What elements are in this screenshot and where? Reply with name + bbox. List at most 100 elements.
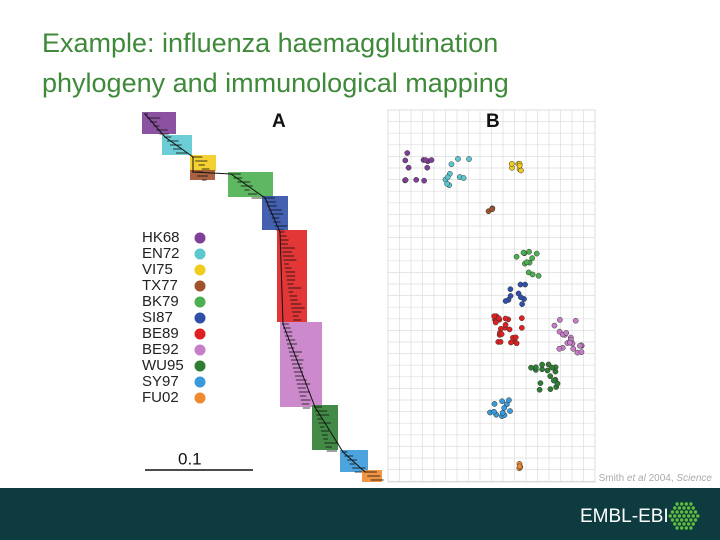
map-point: [518, 324, 525, 331]
map-point: [502, 321, 509, 328]
legend-label: BE92: [142, 341, 179, 358]
map-point: [577, 342, 583, 349]
clade-box: [190, 155, 216, 171]
map-point: [517, 294, 524, 301]
legend-label: WU95: [142, 357, 184, 374]
clade-box: [312, 405, 338, 450]
map-point: [502, 315, 509, 322]
scale-label: 0.1: [178, 449, 202, 468]
legend-label: SI87: [142, 309, 173, 326]
logo-dot: [680, 518, 684, 522]
map-point: [535, 272, 542, 279]
map-point: [551, 322, 558, 329]
map-point: [405, 164, 412, 171]
logo-dot: [675, 518, 679, 522]
logo-dot: [689, 518, 693, 522]
map-point: [444, 174, 451, 181]
legend-swatch: [194, 264, 206, 276]
map-point: [506, 397, 512, 404]
map-point: [424, 164, 431, 171]
map-point: [421, 177, 427, 184]
legend-swatch: [194, 344, 206, 356]
map-points: [402, 150, 585, 472]
logo-dot: [682, 506, 686, 510]
legend-label: TX77: [142, 277, 178, 294]
map-point: [502, 298, 509, 304]
legend-swatch: [194, 328, 206, 340]
map-point: [455, 156, 461, 162]
logo-dot: [686, 514, 691, 518]
legend-label: SY97: [142, 373, 179, 390]
map-point: [460, 175, 467, 181]
map-point: [539, 361, 545, 368]
logo-dot: [691, 506, 695, 510]
logo-dot: [673, 506, 677, 510]
clade-box: [228, 172, 273, 197]
map-point: [578, 349, 585, 355]
logo-dot: [673, 514, 677, 518]
legend-label: BE89: [142, 325, 179, 342]
logo-dot: [670, 510, 675, 514]
logo-dot: [677, 522, 682, 526]
citation-author: Smith: [599, 473, 625, 484]
logo-dot: [689, 510, 693, 514]
map-point: [557, 317, 563, 323]
legend-swatch: [194, 248, 206, 260]
map-point: [489, 206, 496, 213]
backbone: [144, 113, 366, 473]
map-point: [507, 286, 514, 293]
map-point: [512, 334, 519, 341]
map-point: [516, 162, 523, 169]
map-point: [537, 380, 544, 386]
map-point: [491, 401, 498, 407]
map-point: [556, 345, 563, 352]
logo-dot: [682, 514, 686, 518]
legend-label: FU02: [142, 389, 179, 406]
footer-bar: [0, 488, 720, 540]
map-point: [404, 150, 411, 156]
map-point: [499, 409, 506, 416]
map-point: [491, 408, 497, 415]
panel-label: B: [486, 111, 500, 132]
map-point: [554, 380, 561, 387]
logo: [668, 502, 700, 530]
logo-dot: [680, 510, 684, 514]
legend-swatch: [194, 392, 206, 404]
logo-dot: [691, 522, 695, 526]
logo-dot: [686, 506, 691, 510]
logo-dot: [680, 526, 684, 530]
citation: Smith et al 2004, Science: [599, 473, 713, 484]
legend-swatch: [194, 280, 206, 292]
logo-dot: [691, 514, 695, 518]
map-point: [498, 331, 505, 337]
map-point: [519, 301, 525, 307]
clade-box: [190, 170, 215, 180]
map-point: [549, 364, 555, 371]
map-point: [518, 167, 524, 174]
map-point: [508, 161, 515, 167]
legend-label: EN72: [142, 245, 180, 262]
logo-dot: [675, 510, 679, 514]
logo-dot: [693, 518, 698, 522]
map-point: [518, 315, 525, 321]
map-point: [466, 156, 472, 162]
map-point: [448, 161, 455, 168]
citation-etal: et al: [627, 473, 647, 484]
map-point: [570, 345, 577, 352]
map-point: [529, 255, 536, 261]
legend-swatch: [194, 312, 206, 324]
logo-dot: [684, 526, 688, 530]
logo-dot: [680, 502, 684, 506]
map-point: [402, 157, 409, 164]
logo-dot: [684, 510, 688, 514]
map-point: [563, 330, 570, 336]
logo-dot: [675, 502, 679, 506]
legend-label: BK79: [142, 293, 179, 310]
clade-box: [280, 322, 322, 407]
title-line: Example: influenza haemagglutination: [42, 28, 498, 58]
map-point: [547, 386, 554, 392]
map-point: [444, 180, 450, 187]
map-point: [508, 339, 514, 346]
logo-dot: [696, 514, 700, 518]
